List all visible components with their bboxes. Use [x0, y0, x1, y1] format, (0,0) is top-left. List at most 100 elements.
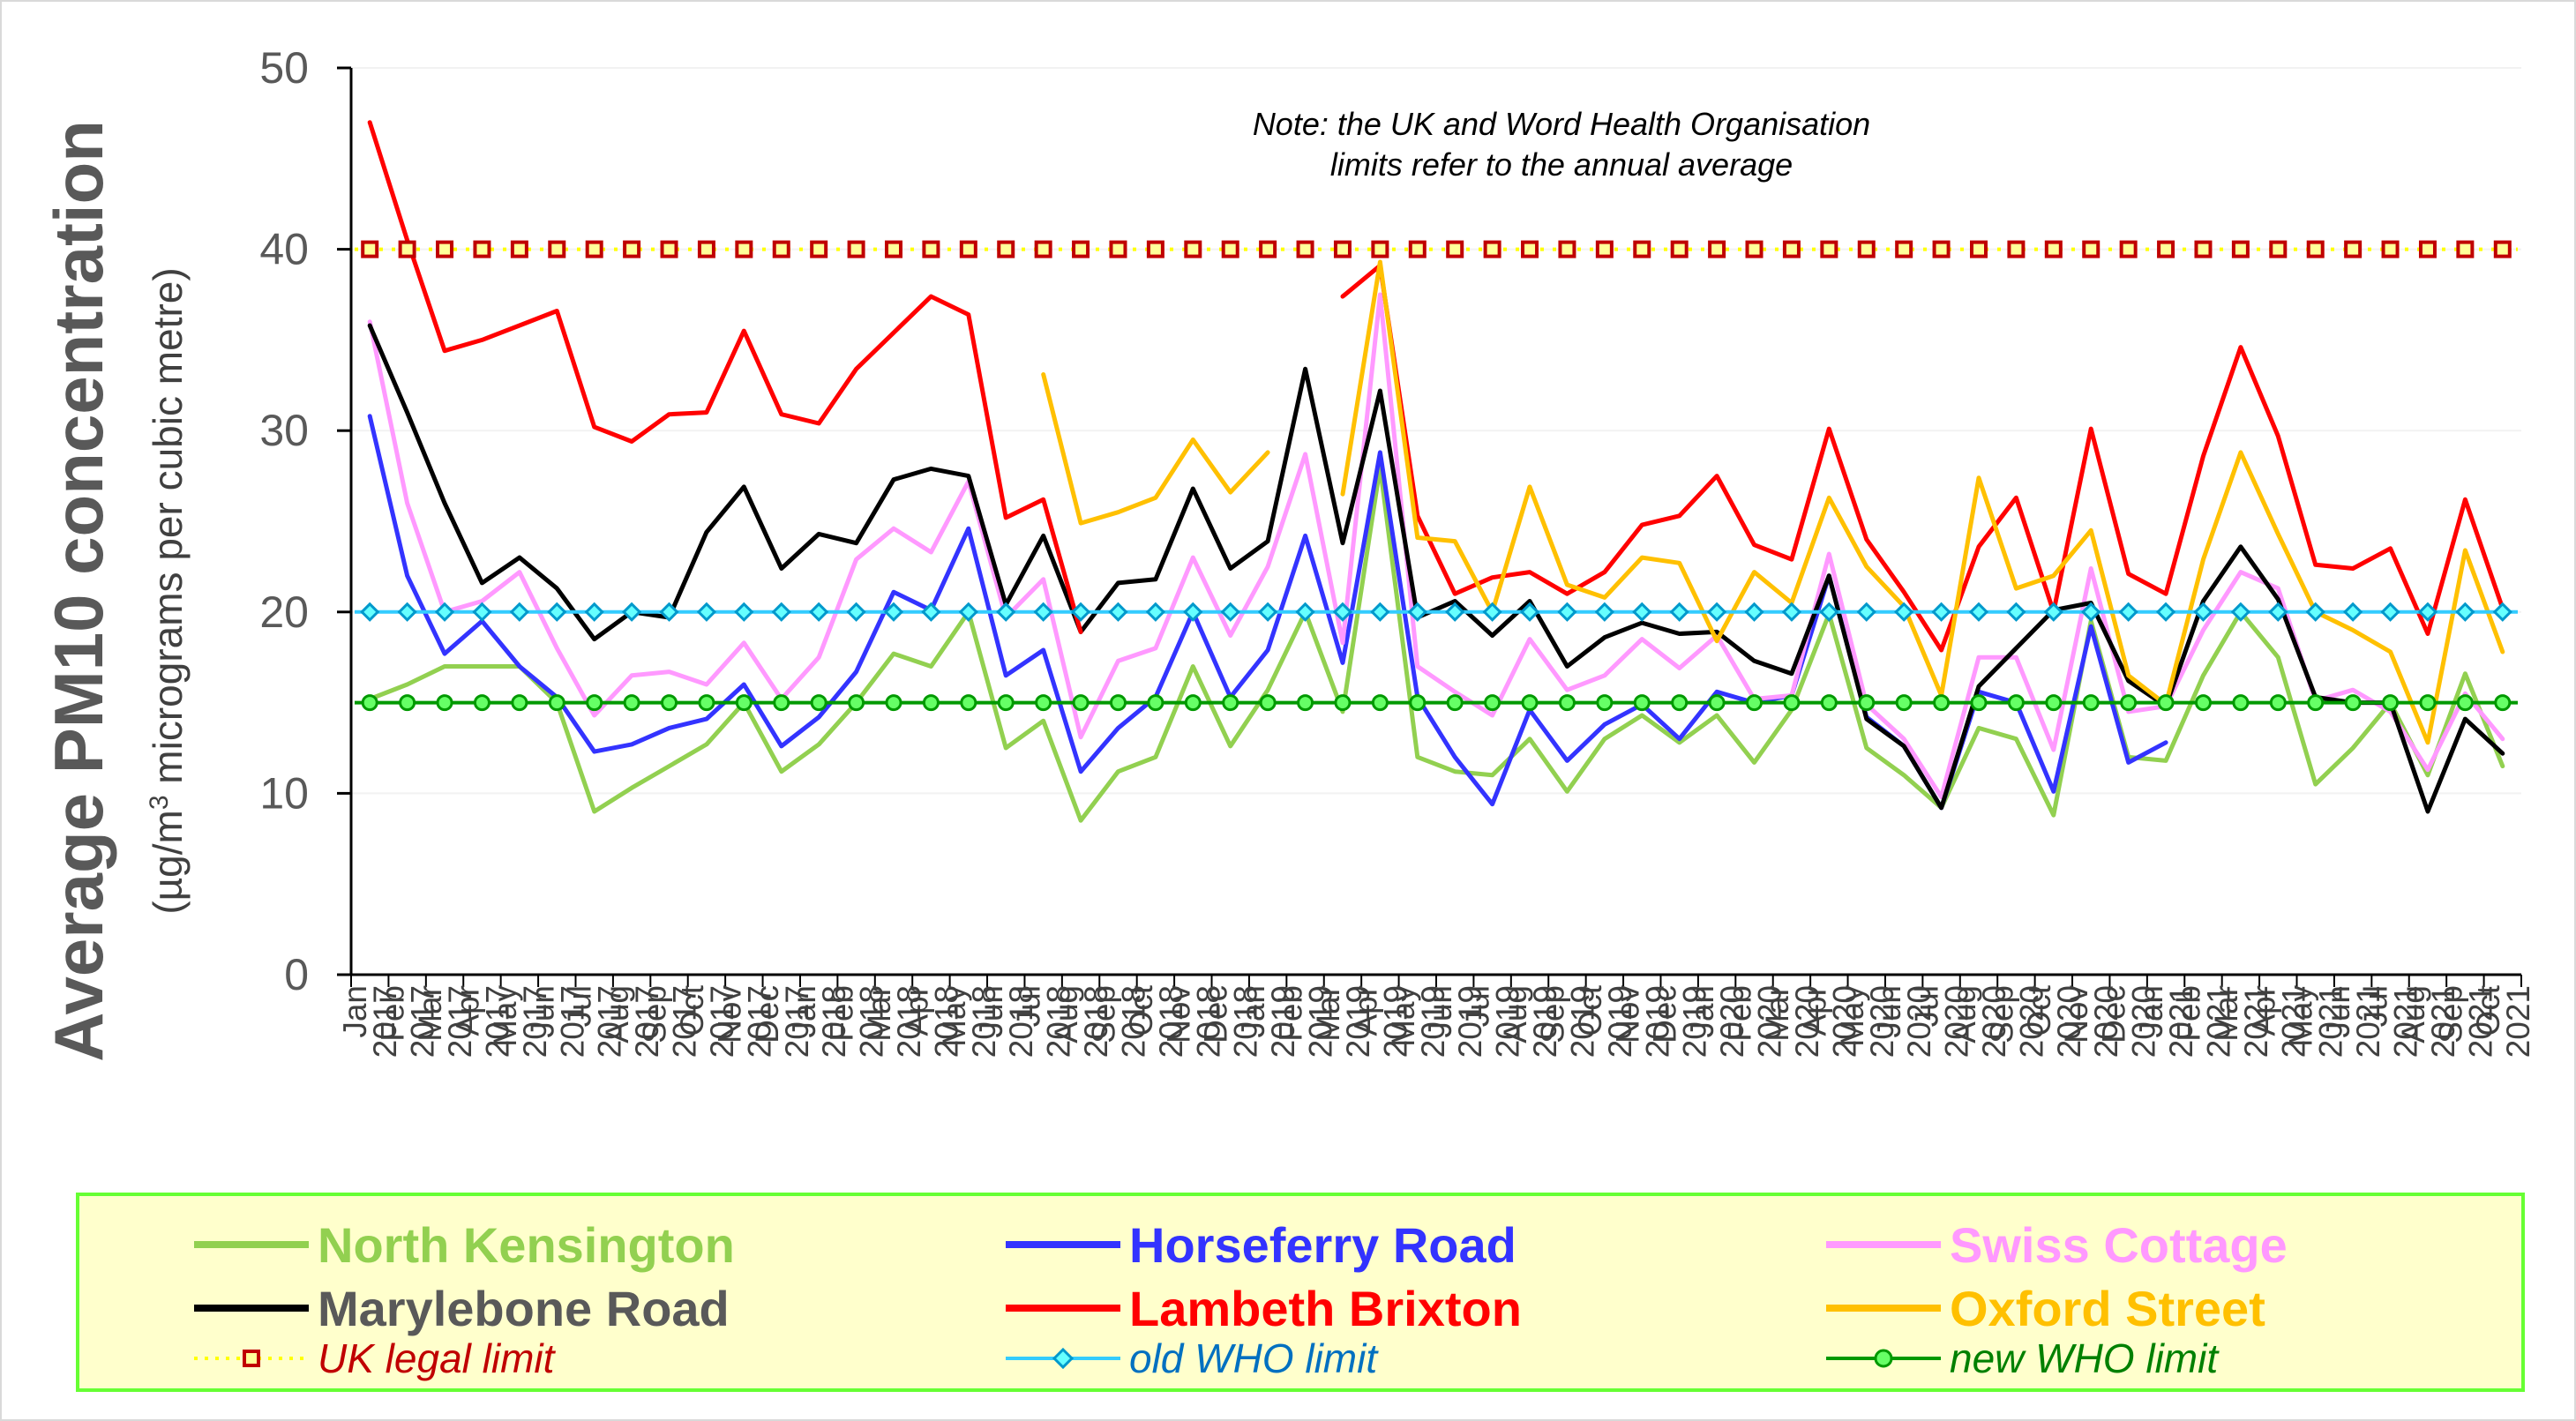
data-point — [369, 415, 371, 417]
limit-marker — [1408, 240, 1427, 258]
limit-marker — [1594, 602, 1614, 622]
x-tick-label: Mar2020 — [1759, 985, 1825, 1058]
limit-marker — [2045, 694, 2063, 712]
data-point — [2052, 814, 2055, 817]
limit-marker — [361, 240, 379, 258]
legend-item-new-who-limit: new WHO limit — [1826, 1334, 2218, 1383]
limit-marker — [2494, 694, 2512, 712]
data-point — [2277, 533, 2280, 535]
data-point — [1903, 591, 1906, 594]
data-point — [1978, 476, 1980, 479]
data-point — [1529, 737, 1531, 740]
data-point — [2015, 656, 2018, 659]
limit-marker — [547, 602, 567, 622]
data-point — [1678, 632, 1681, 635]
data-point — [2090, 625, 2093, 628]
data-point — [2015, 497, 2018, 499]
data-point — [1042, 720, 1045, 722]
data-point — [893, 527, 895, 530]
limit-marker — [997, 694, 1015, 712]
limit-marker — [473, 240, 491, 258]
x-tick-label: Nov2019 — [1609, 985, 1675, 1058]
data-point — [705, 531, 708, 534]
limit-marker — [2044, 240, 2063, 258]
data-point — [930, 467, 932, 470]
limit-marker — [1034, 240, 1052, 258]
legend-swatch-horseferry-road — [1006, 1241, 1120, 1248]
data-point — [1716, 631, 1719, 633]
data-point — [1903, 774, 1906, 776]
data-point — [2239, 451, 2242, 453]
data-point — [1267, 649, 1269, 651]
legend-label: Lambeth Brixton — [1129, 1280, 1522, 1336]
data-point — [1828, 553, 1831, 555]
x-tick-label: Nov2017 — [711, 985, 777, 1058]
legend-item-lambeth-brixton: Lambeth Brixton — [1006, 1277, 1522, 1339]
data-point — [1566, 759, 1569, 762]
limit-marker — [1633, 694, 1651, 712]
data-point — [1005, 516, 1007, 519]
limit-marker — [1035, 694, 1052, 712]
data-point — [1042, 535, 1045, 537]
limit-marker — [1334, 694, 1352, 712]
data-point — [1304, 368, 1307, 370]
limit-marker — [885, 240, 902, 258]
limit-marker — [922, 694, 940, 712]
data-point — [1940, 649, 1943, 651]
data-point — [780, 770, 783, 773]
data-point — [2464, 498, 2467, 501]
data-point — [1005, 674, 1007, 677]
data-point — [705, 718, 708, 721]
data-point — [2202, 600, 2205, 602]
data-point — [743, 330, 745, 333]
x-tick-label: Feb2017 — [375, 985, 441, 1058]
data-point — [780, 413, 783, 415]
limit-marker — [2043, 602, 2063, 622]
limit-marker — [1184, 694, 1202, 712]
limit-marker — [510, 240, 528, 258]
data-point — [1603, 596, 1606, 599]
limit-marker — [1407, 602, 1427, 622]
limit-marker — [883, 602, 904, 622]
data-point — [593, 811, 595, 812]
data-point — [593, 751, 595, 753]
data-point — [855, 558, 857, 561]
data-point — [930, 551, 932, 553]
data-point — [1192, 438, 1194, 441]
data-point — [2127, 572, 2130, 575]
legend-swatch-marylebone-road — [194, 1305, 309, 1312]
limit-marker — [2120, 694, 2138, 712]
data-point — [1940, 796, 1943, 798]
limit-marker — [2382, 694, 2400, 712]
data-point — [556, 310, 558, 312]
x-tick-label: Feb2018 — [824, 985, 890, 1058]
limit-marker — [1445, 602, 1465, 622]
data-series — [367, 120, 2505, 823]
series-oxford-street — [1041, 259, 2505, 745]
data-point — [631, 674, 633, 677]
x-tick-label: Jul2018 — [1011, 985, 1077, 1058]
limit-marker — [696, 602, 717, 622]
series-line-swiss-cottage — [367, 292, 2505, 799]
limit-marker — [472, 602, 492, 622]
limit-marker — [922, 240, 940, 258]
limit-marker — [810, 694, 827, 712]
limit-marker — [399, 694, 416, 712]
limit-marker — [660, 240, 678, 258]
data-point — [481, 665, 483, 668]
data-point — [444, 653, 446, 655]
limit-marker — [2305, 602, 2325, 622]
limit-marker — [2006, 602, 2026, 622]
data-point — [1753, 660, 1756, 662]
x-tick-label: Jan2017 — [337, 985, 403, 1058]
x-tick-label: Dec2020 — [2096, 985, 2162, 1058]
data-point — [2427, 768, 2429, 771]
limit-marker — [661, 694, 678, 712]
data-point — [2052, 574, 2055, 577]
x-tick-label: May2021 — [2283, 985, 2349, 1058]
data-point — [1828, 428, 1831, 430]
limit-marker — [511, 694, 528, 712]
limit-marker — [1895, 240, 1913, 258]
limit-marker — [1482, 602, 1502, 622]
